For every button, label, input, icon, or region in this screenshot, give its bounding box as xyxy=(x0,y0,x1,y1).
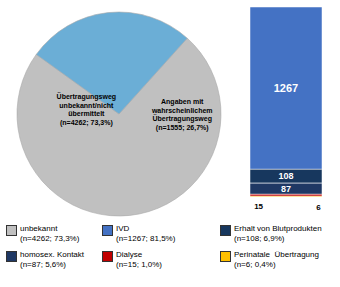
html-text:Dialyse (n=15; 1,0%): Dialyse (n=15; 1,0%) xyxy=(116,250,162,269)
html-text:unbekannt (n=4262; 73,3%): unbekannt (n=4262; 73,3%) xyxy=(20,224,80,243)
html-text:Perinatale Übertragung (n=6; 0: Perinatale Übertragung (n=6; 0,4%) xyxy=(234,250,319,269)
svg-text:6: 6 xyxy=(316,203,321,212)
svg-text:Angaben mitwahrscheinlichemÜbe: Angaben mitwahrscheinlichemÜbertragungsw… xyxy=(151,98,213,132)
html-text:homosex. Kontakt (n=87; 5,6%): homosex. Kontakt (n=87; 5,6%) xyxy=(20,250,84,269)
svg-text:87: 87 xyxy=(281,184,291,194)
svg-text:108: 108 xyxy=(278,171,293,181)
html-text:IVD (n=1267; 81,5%): IVD (n=1267; 81,5%) xyxy=(116,224,176,243)
svg-text:15: 15 xyxy=(254,202,263,211)
svg-text:Übertragungswegunbekannt/nicht: Übertragungswegunbekannt/nichtübermittel… xyxy=(57,92,117,127)
svg-text:1267: 1267 xyxy=(274,82,298,94)
html-text:Erhalt von Blutprodukten (n=10: Erhalt von Blutprodukten (n=108; 6,9%) xyxy=(234,224,322,243)
